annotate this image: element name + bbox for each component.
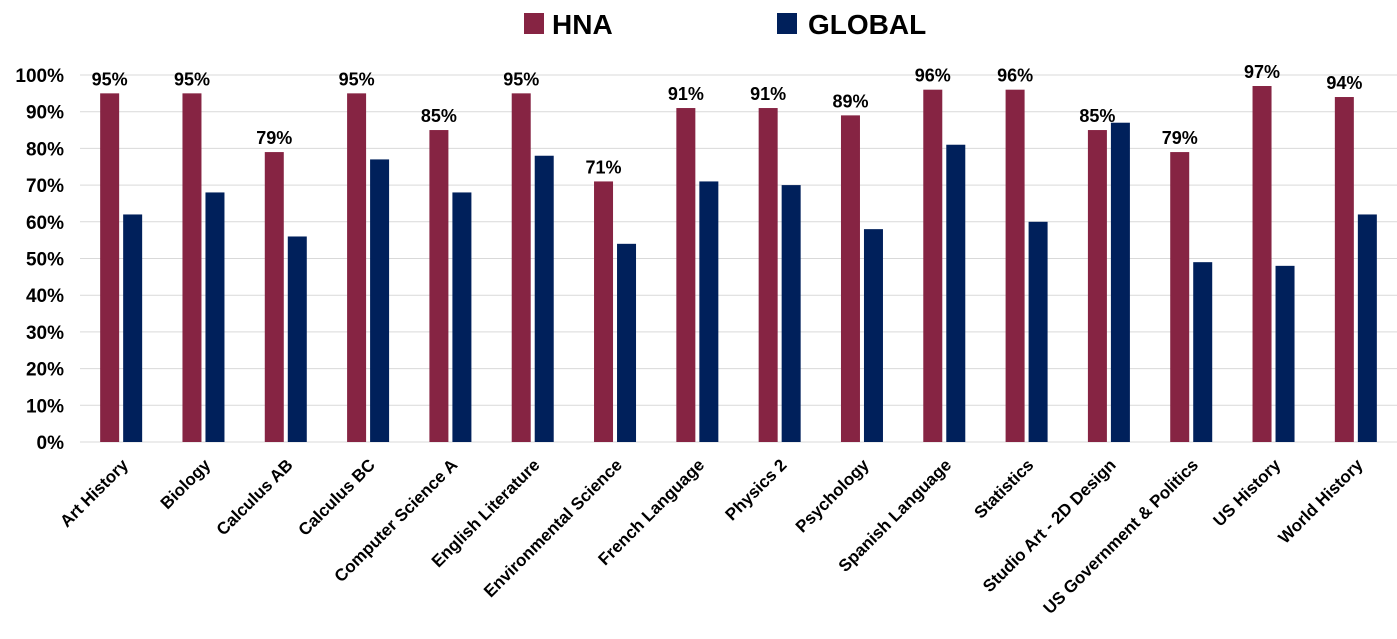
bar-global xyxy=(123,214,143,442)
data-label-hna: 91% xyxy=(750,84,786,104)
bar-hna xyxy=(1170,152,1190,442)
legend-swatch xyxy=(777,13,797,34)
category-label: Psychology xyxy=(792,455,873,536)
bar-global xyxy=(452,192,472,442)
bar-hna xyxy=(1334,97,1354,443)
bar-hna xyxy=(758,108,778,442)
legend: HNA GLOBAL xyxy=(524,9,926,40)
data-label-hna: 95% xyxy=(92,69,128,89)
legend-swatch xyxy=(524,13,544,34)
bar-global xyxy=(534,155,554,443)
data-label-hna: 95% xyxy=(339,69,375,89)
data-labels: 95% 95% 79% 95% 85% 95% 71% 91% 91% 89% 96% 96% 85% 7… xyxy=(92,62,1363,177)
bar-global xyxy=(863,229,883,442)
y-tick-label: 30% xyxy=(26,323,64,344)
data-label-hna: 89% xyxy=(832,91,868,111)
bar-global xyxy=(1110,122,1130,443)
data-label-hna: 71% xyxy=(586,157,622,177)
bar-hna xyxy=(182,93,202,442)
data-label-hna: 91% xyxy=(668,84,704,104)
bar-hna xyxy=(840,115,860,443)
category-label: Calculus AB xyxy=(213,455,297,539)
bar-global xyxy=(1357,214,1377,442)
bar-global xyxy=(1193,262,1213,442)
data-label-hna: 95% xyxy=(503,69,539,89)
bar-global xyxy=(699,181,719,442)
data-label-hna: 95% xyxy=(174,69,210,89)
bar-hna xyxy=(676,108,696,442)
bar-hna xyxy=(347,93,367,442)
bar-global xyxy=(1275,265,1295,442)
category-label: US History xyxy=(1209,455,1284,530)
category-label: Biology xyxy=(157,455,215,513)
bar-global xyxy=(287,236,307,442)
bar-hna xyxy=(1252,86,1272,442)
y-tick-label: 20% xyxy=(26,360,64,381)
data-label-hna: 85% xyxy=(421,106,457,126)
category-label: US Government & Politics xyxy=(1040,455,1202,617)
bar-global xyxy=(205,192,225,442)
bar-hna xyxy=(511,93,531,442)
data-label-hna: 97% xyxy=(1244,62,1280,82)
y-tick-label: 60% xyxy=(26,213,64,234)
y-tick-label: 50% xyxy=(26,250,64,271)
category-label: Environmental Science xyxy=(480,455,626,601)
bar-hna xyxy=(923,89,943,443)
bar-hna xyxy=(429,130,449,443)
bar-hna xyxy=(1005,89,1025,443)
y-tick-label: 40% xyxy=(26,286,64,307)
data-label-hna: 94% xyxy=(1326,73,1362,93)
data-label-hna: 79% xyxy=(1162,128,1198,148)
legend-label: HNA xyxy=(552,9,613,40)
bar-hna xyxy=(1087,130,1107,443)
bar-global xyxy=(1028,221,1048,442)
category-label: Studio Art - 2D Design xyxy=(979,455,1120,596)
bars xyxy=(100,86,1377,443)
bar-global xyxy=(617,243,637,442)
bar-hna xyxy=(594,181,614,442)
bar-hna xyxy=(100,93,120,442)
data-label-hna: 85% xyxy=(1079,106,1115,126)
data-label-hna: 96% xyxy=(997,66,1033,86)
legend-label: GLOBAL xyxy=(808,9,926,40)
category-label: Physics 2 xyxy=(722,455,791,524)
y-axis-tick-labels: 0% 10% 20% 30% 40% 50% 60% 70% 80% 90% 100% xyxy=(15,66,64,454)
data-label-hna: 96% xyxy=(915,66,951,86)
category-label: Art History xyxy=(56,455,132,531)
category-label: Statistics xyxy=(971,455,1038,522)
y-tick-label: 100% xyxy=(15,66,64,87)
y-tick-label: 10% xyxy=(26,396,64,417)
y-tick-label: 70% xyxy=(26,176,64,197)
bar-hna xyxy=(264,152,284,442)
bar-global xyxy=(781,185,801,442)
y-tick-label: 80% xyxy=(26,139,64,160)
y-tick-label: 90% xyxy=(26,103,64,124)
data-label-hna: 79% xyxy=(256,128,292,148)
y-tick-label: 0% xyxy=(37,433,65,454)
category-label: World History xyxy=(1275,455,1367,547)
bar-global xyxy=(370,159,390,442)
category-label: Calculus BC xyxy=(295,455,379,539)
bar-global xyxy=(946,144,966,443)
